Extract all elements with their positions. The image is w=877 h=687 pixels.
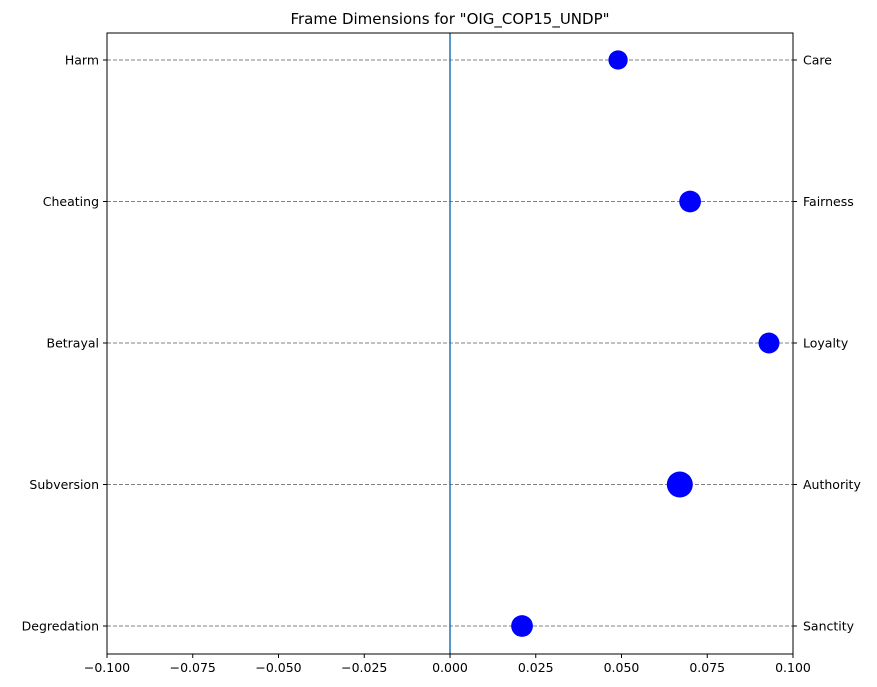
right-label: Sanctity bbox=[803, 619, 855, 634]
x-tick-label: 0.075 bbox=[689, 660, 725, 675]
data-point bbox=[679, 190, 701, 213]
left-label: Betrayal bbox=[47, 336, 100, 351]
x-tick-label: −0.025 bbox=[341, 660, 387, 675]
x-tick-label: 0.000 bbox=[432, 660, 468, 675]
left-label: Degredation bbox=[22, 619, 99, 634]
x-tick-label: −0.100 bbox=[84, 660, 130, 675]
right-label: Loyalty bbox=[803, 336, 849, 351]
chart-title: Frame Dimensions for "OIG_COP15_UNDP" bbox=[290, 10, 609, 29]
left-label: Subversion bbox=[29, 477, 99, 492]
right-label: Care bbox=[803, 53, 832, 68]
left-label: Cheating bbox=[43, 194, 99, 209]
left-label: Harm bbox=[65, 53, 99, 68]
x-tick-label: −0.075 bbox=[170, 660, 216, 675]
x-tick-label: −0.050 bbox=[255, 660, 301, 675]
x-tick-label: 0.025 bbox=[518, 660, 554, 675]
right-label: Authority bbox=[803, 477, 861, 492]
data-point bbox=[758, 332, 780, 354]
data-point bbox=[666, 471, 693, 498]
x-tick-label: 0.100 bbox=[775, 660, 811, 675]
x-tick-label: 0.050 bbox=[604, 660, 640, 675]
data-point bbox=[608, 50, 628, 70]
right-axis-labels: Care Fairness Loyalty Authority Sanctity bbox=[793, 53, 861, 634]
data-points bbox=[511, 50, 780, 637]
right-label: Fairness bbox=[803, 194, 854, 209]
left-axis-labels: Harm Cheating Betrayal Subversion Degredatio… bbox=[22, 53, 107, 634]
x-axis: −0.100 −0.075 −0.050 −0.025 0.000 0.025 0.050 0… bbox=[84, 654, 811, 675]
data-point bbox=[511, 615, 533, 637]
